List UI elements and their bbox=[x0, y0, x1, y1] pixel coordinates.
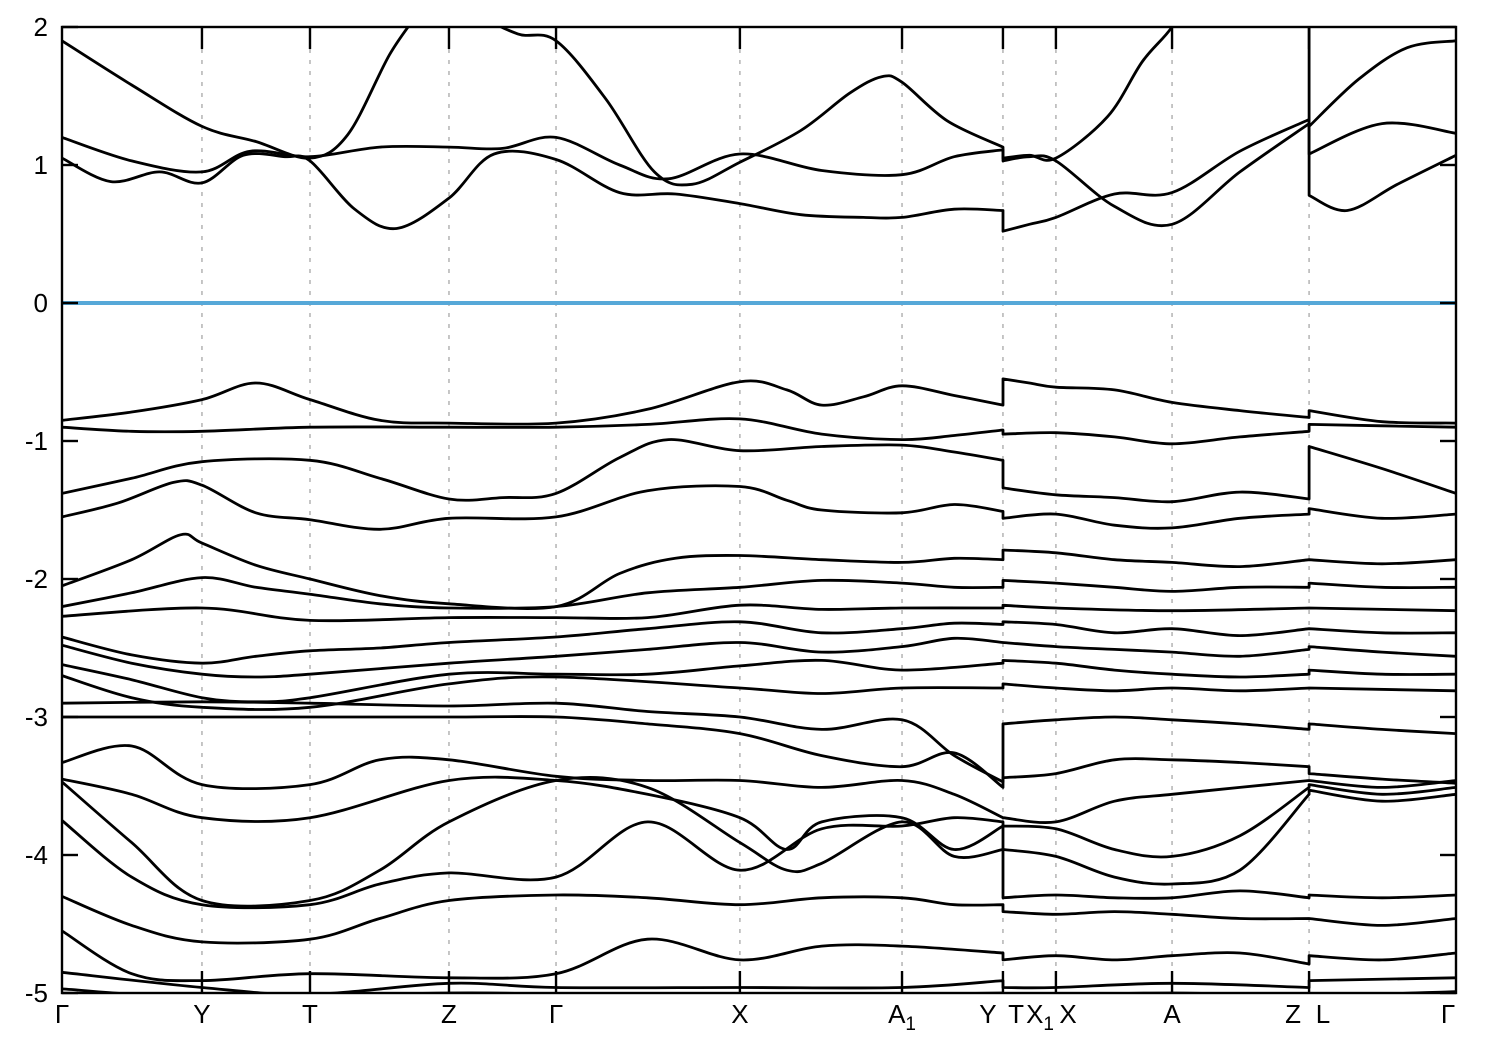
band-v10-line bbox=[62, 658, 1456, 704]
y-tick-label: -2 bbox=[25, 564, 48, 594]
band-c2-line bbox=[62, 121, 1456, 228]
axes-frame-layer bbox=[60, 25, 1458, 995]
y-tick-label: 0 bbox=[34, 288, 48, 318]
band-v12-line bbox=[62, 700, 1456, 784]
band-v18-line bbox=[62, 893, 1456, 945]
x-tick-label: X bbox=[1059, 999, 1076, 1029]
x-tick-label: L bbox=[1316, 999, 1330, 1029]
band-v7-line bbox=[62, 603, 1456, 623]
band-v3-line bbox=[62, 438, 1456, 504]
y-tick-label: -1 bbox=[25, 426, 48, 456]
x-tick-label: Z bbox=[441, 999, 457, 1029]
band-v8-line bbox=[62, 620, 1456, 665]
x-tick-label: Γ bbox=[1441, 999, 1455, 1029]
band-v17-line bbox=[62, 816, 1456, 910]
band-v11-line bbox=[62, 674, 1456, 711]
bands-layer bbox=[62, 27, 1456, 993]
x-tick-label: T bbox=[302, 999, 318, 1029]
y-tick-label: 1 bbox=[34, 150, 48, 180]
band-v16-line bbox=[62, 776, 1456, 908]
x-tick-label: A bbox=[1163, 999, 1181, 1029]
band-v13-line bbox=[62, 715, 1456, 789]
x-tick-label: Γ bbox=[55, 999, 69, 1029]
x-tick-label: X1 bbox=[1026, 999, 1054, 1035]
y-tick-label: -3 bbox=[25, 702, 48, 732]
x-tick-label: T bbox=[1008, 999, 1024, 1029]
band-v15-line bbox=[62, 775, 1456, 859]
axis-labels-layer: 210-1-2-3-4-5Γ Y T Z Γ X A1 Y T X1 X A Z L Γ bbox=[25, 12, 1455, 1035]
gridlines-layer bbox=[201, 27, 1310, 993]
band-v1-line bbox=[62, 377, 1456, 426]
x-tick-label: Z bbox=[1285, 999, 1301, 1029]
x-tick-label: X bbox=[731, 999, 748, 1029]
band-c1-line bbox=[62, 27, 1456, 187]
band-v19-line bbox=[62, 929, 1456, 983]
band-v6-line bbox=[62, 576, 1456, 610]
y-tick-label: -5 bbox=[25, 978, 48, 1008]
band-v4-line bbox=[62, 479, 1456, 531]
band-v5-line bbox=[62, 532, 1456, 611]
y-tick-label: 2 bbox=[34, 12, 48, 42]
x-tick-label: Γ bbox=[549, 999, 563, 1029]
x-tick-label: Y bbox=[979, 999, 996, 1029]
plot-border bbox=[60, 25, 1458, 995]
band-v2-line bbox=[62, 417, 1456, 446]
band-c3-line bbox=[62, 118, 1456, 233]
band-v9-line bbox=[62, 636, 1456, 679]
band-v14-line bbox=[62, 744, 1456, 824]
y-tick-label: -4 bbox=[25, 840, 48, 870]
x-tick-label: Y bbox=[193, 999, 210, 1029]
x-tick-label: A1 bbox=[888, 999, 916, 1035]
